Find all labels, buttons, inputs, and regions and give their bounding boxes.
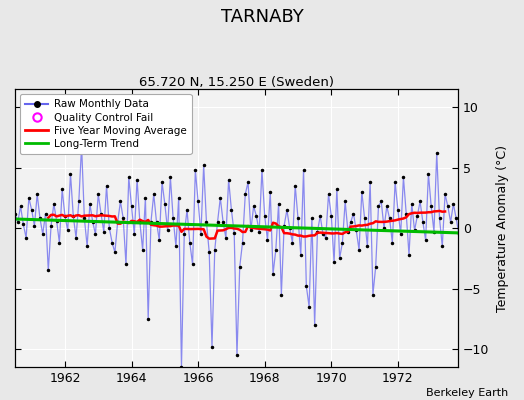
Legend: Raw Monthly Data, Quality Control Fail, Five Year Moving Average, Long-Term Tren: Raw Monthly Data, Quality Control Fail, … bbox=[20, 94, 191, 154]
Text: TARNABY: TARNABY bbox=[221, 8, 303, 26]
Text: Berkeley Earth: Berkeley Earth bbox=[426, 388, 508, 398]
Title: 65.720 N, 15.250 E (Sweden): 65.720 N, 15.250 E (Sweden) bbox=[139, 76, 334, 89]
Y-axis label: Temperature Anomaly (°C): Temperature Anomaly (°C) bbox=[496, 144, 509, 312]
